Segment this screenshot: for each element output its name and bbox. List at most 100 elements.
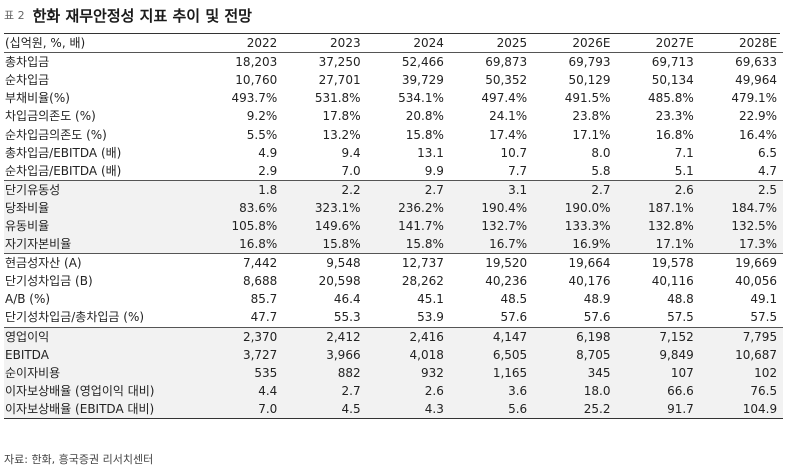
cell-value: 323.1%	[283, 198, 367, 217]
cell-value: 27,701	[318, 73, 361, 88]
cell-value: 345	[533, 363, 617, 382]
cell-value: 9,849	[616, 345, 700, 364]
table-number: 표 2	[4, 9, 25, 22]
cell-value: 132.7%	[449, 216, 534, 236]
header-year: 2027E	[655, 36, 694, 51]
cell-value: 24.1%	[489, 109, 528, 124]
cell-value: 132.8%	[616, 216, 700, 236]
cell-value: 46.4	[333, 292, 361, 307]
financial-stability-table-container: (십억원, %, 배) 2022 2023 2024 2025 2026E 2027E 202…	[4, 33, 784, 419]
cell-value: 7.7	[449, 161, 534, 181]
cell-value: 57.5	[699, 308, 784, 328]
cell-value: 9.2%	[246, 109, 278, 124]
cell-value: 2.7	[533, 179, 617, 199]
cell-value: 9.4	[341, 145, 361, 160]
cell-value: 3.1	[449, 179, 534, 199]
cell-value: 491.5%	[564, 91, 611, 106]
cell-value: 13.2%	[322, 127, 361, 142]
table-row: 부채비율(%) 493.7% 531.8% 534.1% 497.4% 491.5% 485…	[4, 89, 783, 107]
cell-value: 40,176	[568, 274, 611, 289]
cell-value: 5.5%	[246, 127, 278, 142]
cell-value: 40,116	[651, 274, 694, 289]
cell-value: 57.5	[616, 308, 700, 328]
cell-value: 23.3%	[655, 109, 694, 124]
table-row: EBITDA 3,727 3,966 4,018 6,505 8,705 9,849 10,6…	[4, 345, 784, 364]
cell-value: 40,056	[735, 274, 778, 289]
cell-value: 4.9	[258, 145, 278, 160]
table-row: 순차입금/EBITDA (배) 2.9 7.0 9.9 7.7 5.8 5.1 4.7	[4, 161, 784, 181]
header-year: 2028E	[738, 36, 778, 51]
cell-value: 6.5	[757, 145, 778, 160]
row-label: 순이자비용	[4, 363, 200, 382]
cell-value: 1,165	[449, 363, 534, 382]
row-label: 순차입금/EBITDA (배)	[4, 161, 200, 181]
cell-value: 2,412	[283, 326, 367, 346]
table-row: 이자보상배율 (EBITDA 대비) 7.0 4.5 4.3 5.6 25.2 91.7 10…	[4, 399, 784, 419]
cell-value: 40,236	[485, 274, 528, 289]
row-label: 순차입금의존도 (%)	[5, 127, 107, 142]
table-row: 총차입금/EBITDA (배) 4.9 9.4 13.1 10.7 8.0 7.1 6.5	[4, 144, 783, 162]
header-row: (십억원, %, 배) 2022 2023 2024 2025 2026E 2027E 202…	[4, 34, 784, 53]
cell-value: 10,687	[699, 345, 784, 364]
cell-value: 57.6	[449, 308, 534, 328]
cell-value: 16.7%	[449, 235, 534, 255]
row-label: 현금성자산 (A)	[4, 253, 200, 273]
row-label: 차입금의존도 (%)	[5, 109, 96, 124]
cell-value: 91.7	[616, 399, 700, 419]
cell-value: 16.8%	[200, 235, 284, 255]
row-label: 이자보상배율 (영업이익 대비)	[4, 381, 200, 400]
cell-value: 10.7	[500, 145, 528, 160]
header-year: 2022	[246, 36, 278, 51]
cell-value: 5.6	[449, 399, 534, 419]
cell-value: 15.8%	[366, 235, 450, 255]
cell-value: 4.3	[366, 399, 450, 419]
cell-value: 50,129	[568, 73, 611, 88]
cell-value: 3,966	[283, 345, 367, 364]
row-label: 단기유동성	[4, 179, 200, 199]
cell-value: 7,795	[699, 326, 784, 346]
cell-value: 17.1%	[572, 127, 611, 142]
cell-value: 50,134	[651, 73, 694, 88]
cell-value: 17.4%	[489, 127, 528, 142]
cell-value: 7.0	[200, 399, 284, 419]
cell-value: 7,152	[616, 326, 700, 346]
cell-value: 2.7	[366, 179, 450, 199]
cell-value: 236.2%	[366, 198, 450, 217]
cell-value: 184.7%	[699, 198, 784, 217]
cell-value: 497.4%	[481, 91, 528, 106]
cell-value: 531.8%	[314, 91, 361, 106]
cell-value: 5.8	[533, 161, 617, 181]
cell-value: 19,669	[699, 253, 784, 273]
cell-value: 18.0	[533, 381, 617, 400]
cell-value: 85.7	[250, 292, 278, 307]
cell-value: 485.8%	[648, 91, 694, 106]
cell-value: 48.9	[583, 292, 611, 307]
cell-value: 2.2	[283, 179, 367, 199]
financial-stability-table: (십억원, %, 배) 2022 2023 2024 2025 2026E 2027E 202…	[4, 34, 784, 419]
cell-value: 69,793	[568, 55, 611, 70]
cell-value: 534.1%	[398, 91, 444, 106]
cell-value: 22.9%	[738, 109, 778, 124]
cell-value: 49.1	[750, 292, 778, 307]
table-row: 순차입금의존도 (%) 5.5% 13.2% 15.8% 17.4% 17.1% 16.8%…	[4, 125, 783, 143]
row-label: EBITDA	[4, 345, 200, 364]
cell-value: 52,466	[401, 55, 444, 70]
cell-value: 102	[699, 363, 784, 382]
row-label: 단기성차입금 (B)	[5, 274, 93, 289]
row-label: 총차입금	[5, 55, 50, 70]
cell-value: 4.5	[283, 399, 367, 419]
row-label: 유동비율	[4, 216, 200, 236]
table-title: 표 2 한화 재무안정성 지표 추이 및 전망	[4, 4, 252, 26]
cell-value: 7.1	[674, 145, 694, 160]
cell-value: 535	[200, 363, 284, 382]
cell-value: 479.1%	[731, 91, 778, 106]
cell-value: 3.6	[449, 381, 534, 400]
cell-value: 16.4%	[738, 127, 778, 142]
cell-value: 69,713	[651, 55, 694, 70]
cell-value: 4,018	[366, 345, 450, 364]
row-label: A/B (%)	[5, 292, 51, 307]
table-title-text: 한화 재무안정성 지표 추이 및 전망	[32, 6, 252, 25]
cell-value: 19,578	[616, 253, 700, 273]
cell-value: 187.1%	[616, 198, 700, 217]
cell-value: 48.5	[500, 292, 528, 307]
